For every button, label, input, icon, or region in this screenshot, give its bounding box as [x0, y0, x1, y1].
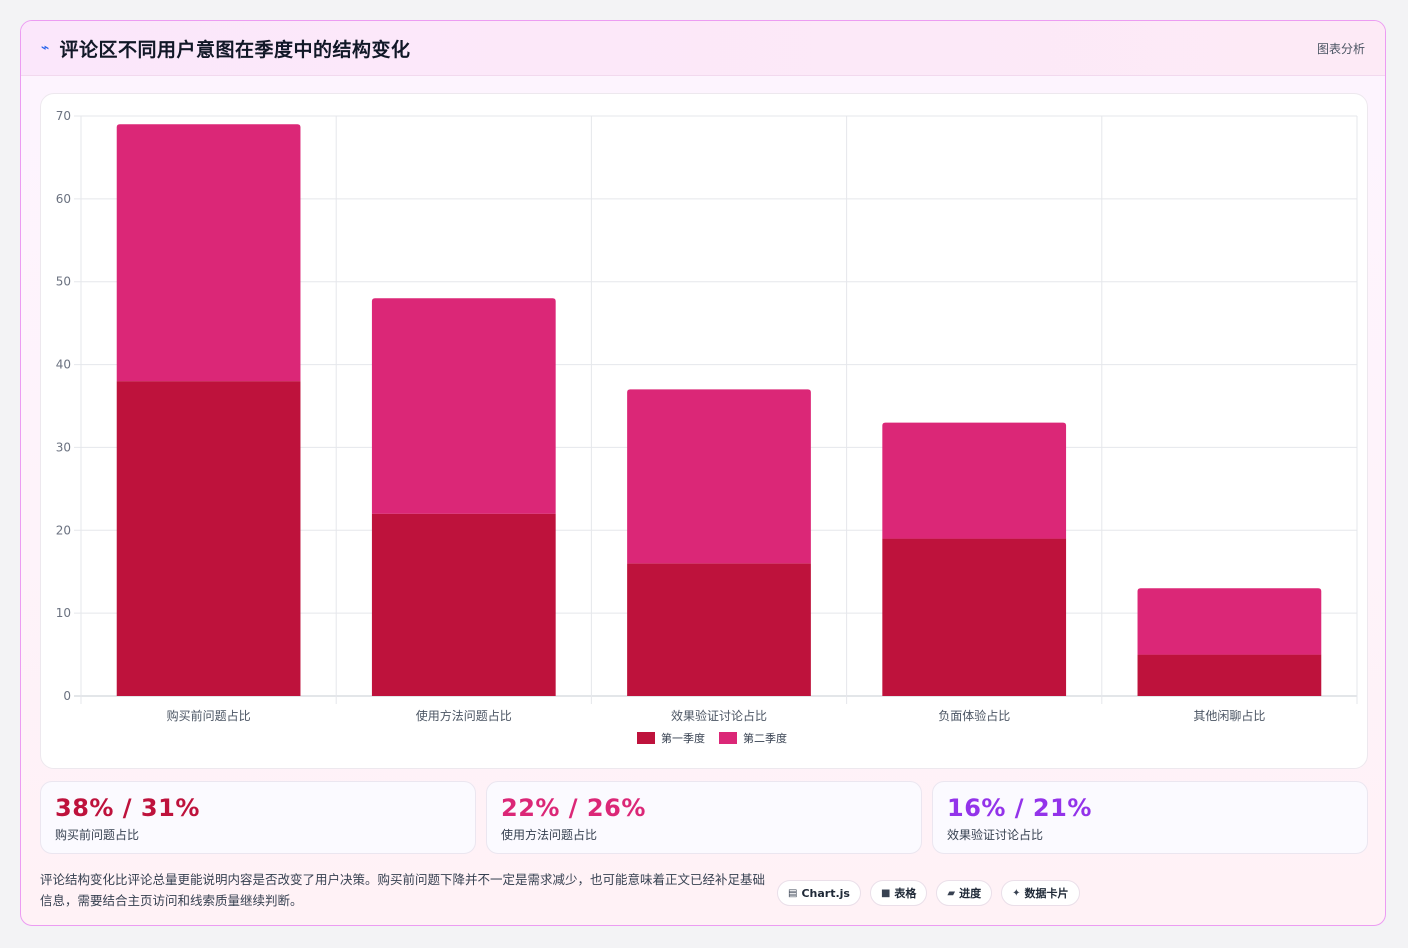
bar-segment	[882, 538, 1067, 696]
pill-table[interactable]: ■ 表格	[869, 880, 928, 906]
chart-card: ⌁ 评论区不同用户意图在季度中的结构变化 图表分析 0 10 20 30 40 50 60 7…	[20, 20, 1386, 926]
progress-icon: ▰	[947, 887, 956, 899]
table-icon: ■	[880, 887, 891, 899]
y-tick-label: 30	[56, 440, 71, 454]
stat-value: 38% / 31%	[55, 794, 200, 822]
pill-progress[interactable]: ▰ 进度	[936, 880, 993, 906]
legend-swatch	[719, 732, 737, 744]
stat-card: 38% / 31% 购买前问题占比	[40, 781, 476, 854]
y-tick-label: 60	[56, 192, 71, 206]
stat-label: 效果验证讨论占比	[947, 828, 1044, 842]
y-tick-label: 10	[56, 606, 71, 620]
x-category-label: 其他闲聊占比	[1193, 708, 1265, 723]
bar-segment	[1137, 588, 1322, 655]
x-category-label: 负面体验占比	[938, 708, 1010, 723]
card-header: ⌁ 评论区不同用户意图在季度中的结构变化 图表分析	[21, 21, 1385, 76]
pill-label: 数据卡片	[1024, 887, 1069, 900]
bar-segment	[627, 563, 811, 696]
legend-label: 第一季度	[661, 731, 705, 745]
stat-value: 16% / 21%	[947, 794, 1092, 822]
stacked-bar-chart: 0 10 20 30 40 50 60 70 购买前问题占比 使用方法问题占比 效果验证讨论占比 负面…	[56, 109, 1358, 745]
tag-pills: ▤ Chart.js ■ 表格 ▰ 进度 ✦ 数据卡片	[777, 880, 1080, 906]
pill-data-card[interactable]: ✦ 数据卡片	[1001, 880, 1080, 906]
x-category-label: 效果验证讨论占比	[671, 708, 767, 723]
bar-segment	[116, 124, 301, 382]
y-tick-label: 70	[56, 109, 71, 123]
footer-note: 评论结构变化比评论总量更能说明内容是否改变了用户决策。购买前问题下降并不一定是需…	[40, 872, 766, 908]
stats-row: 38% / 31% 购买前问题占比 22% / 26% 使用方法问题占比 16%…	[40, 781, 1368, 854]
chart-analysis-tag: 图表分析	[1316, 41, 1365, 56]
bar-segment	[116, 381, 301, 696]
stat-card: 16% / 21% 效果验证讨论占比	[932, 781, 1368, 854]
legend-swatch	[637, 732, 655, 744]
pill-label: 进度	[959, 887, 982, 900]
chart-icon: ▤	[788, 887, 798, 899]
y-tick-label: 50	[56, 275, 71, 289]
bar-segment	[371, 298, 556, 514]
footer: 评论结构变化比评论总量更能说明内容是否改变了用户决策。购买前问题下降并不一定是需…	[40, 869, 1368, 913]
bar-segment	[882, 422, 1067, 539]
pill-label: 表格	[894, 887, 917, 900]
x-category-label: 使用方法问题占比	[416, 708, 512, 723]
stat-label: 使用方法问题占比	[501, 828, 598, 842]
chart-panel: 0 10 20 30 40 50 60 70 购买前问题占比 使用方法问题占比 效果验证讨论占比 负面…	[40, 93, 1368, 769]
x-category-label: 购买前问题占比	[167, 708, 251, 723]
stat-label: 购买前问题占比	[55, 828, 140, 842]
bar-segment	[627, 389, 811, 564]
title-wrap: ⌁ 评论区不同用户意图在季度中的结构变化	[41, 35, 410, 62]
pill-label: Chart.js	[801, 886, 850, 900]
pill-chartjs[interactable]: ▤ Chart.js	[777, 880, 861, 906]
y-tick-label: 40	[56, 358, 71, 372]
bar-segment	[371, 513, 556, 696]
stat-card: 22% / 26% 使用方法问题占比	[486, 781, 922, 854]
stat-value: 22% / 26%	[501, 794, 646, 822]
y-tick-label: 0	[63, 689, 71, 703]
sparkle-icon: ✦	[1012, 887, 1021, 899]
y-tick-label: 20	[56, 523, 71, 537]
legend-label: 第二季度	[743, 731, 787, 745]
page-title: 评论区不同用户意图在季度中的结构变化	[59, 38, 411, 61]
bar-segment	[1137, 654, 1322, 696]
trend-line-icon: ⌁	[41, 40, 50, 56]
